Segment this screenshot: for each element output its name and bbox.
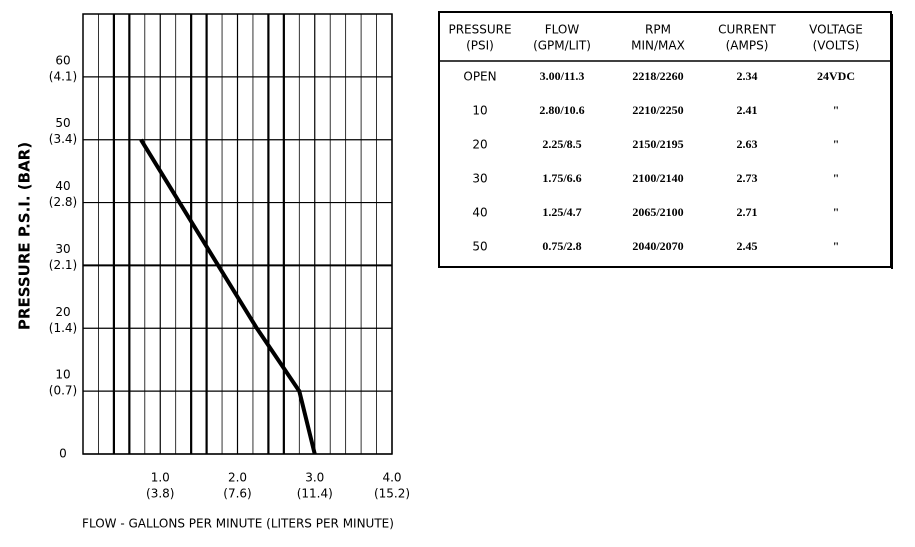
x-axis-title: FLOW - GALLONS PER MINUTE (LITERS PER MI… — [82, 517, 394, 531]
table-header: (VOLTS) — [813, 39, 860, 53]
y-tick-sublabel: (0.7) — [49, 384, 77, 398]
data-line — [139, 138, 317, 455]
y-tick-label: 40 — [55, 179, 70, 193]
table-header: (AMPS) — [726, 39, 769, 53]
table-cell: 10 — [472, 104, 487, 118]
table-cell: 2.73 — [737, 171, 758, 185]
x-tick-sublabel: (3.8) — [146, 487, 174, 501]
table-cell: " — [833, 205, 840, 219]
table-cell: 2040/2070 — [632, 239, 683, 253]
table-cell: " — [833, 137, 840, 151]
y-tick-label: 20 — [55, 305, 70, 319]
table-cell: " — [833, 239, 840, 253]
table-cell: OPEN — [463, 70, 496, 84]
table-header: MIN/MAX — [631, 39, 685, 53]
table-cell: 2.80/10.6 — [539, 103, 584, 117]
x-tick-label: 3.0 — [305, 471, 324, 485]
table-cell: 2065/2100 — [632, 205, 683, 219]
y-tick-label: 50 — [55, 116, 70, 130]
table-cell: 1.25/4.7 — [542, 205, 581, 219]
table-cell: 30 — [472, 172, 487, 186]
y-tick-label: 0 — [59, 447, 67, 461]
table-cell: 20 — [472, 138, 487, 152]
table-cell: 2100/2140 — [632, 171, 683, 185]
y-axis-title: PRESSURE P.S.I. (BAR) — [16, 142, 34, 330]
table-cell: 3.00/11.3 — [540, 69, 585, 83]
table-cell: 50 — [472, 240, 487, 254]
x-tick-sublabel: (15.2) — [374, 487, 410, 501]
y-tick-sublabel: (3.4) — [49, 132, 77, 146]
table-cell: 2.34 — [737, 69, 758, 83]
x-tick-label: 2.0 — [228, 471, 247, 485]
y-tick-sublabel: (2.8) — [49, 195, 77, 209]
table-header: RPM — [645, 23, 671, 37]
table-cell: 2.25/8.5 — [542, 137, 581, 151]
x-tick-label: 1.0 — [151, 471, 170, 485]
y-tick-label: 60 — [55, 53, 70, 67]
x-tick-sublabel: (11.4) — [297, 487, 333, 501]
table-cell: 2210/2250 — [632, 103, 683, 117]
table-header: FLOW — [545, 23, 580, 37]
y-tick-label: 10 — [55, 368, 70, 382]
y-tick-label: 30 — [55, 242, 70, 256]
y-tick-sublabel: (1.4) — [49, 321, 77, 335]
table-cell: 0.75/2.8 — [542, 239, 581, 253]
table-cell: 2.45 — [737, 239, 758, 253]
table-cell: 2.71 — [737, 205, 758, 219]
table-header: PRESSURE — [448, 23, 511, 37]
table-cell: 2.63 — [737, 137, 758, 151]
x-tick-label: 4.0 — [382, 471, 401, 485]
table-cell: 2150/2195 — [632, 137, 683, 151]
table-cell: 2.41 — [737, 103, 758, 117]
table-header: VOLTAGE — [809, 23, 863, 37]
table-cell: 24VDC — [817, 69, 855, 83]
plot-frame — [82, 13, 393, 455]
y-tick-sublabel: (2.1) — [49, 258, 77, 272]
table-header: CURRENT — [718, 23, 776, 37]
table-header: (PSI) — [466, 39, 494, 53]
table-header: (GPM/LIT) — [533, 39, 591, 53]
y-tick-sublabel: (4.1) — [49, 69, 77, 83]
table-cell: " — [833, 103, 840, 117]
table-cell: 40 — [472, 206, 487, 220]
x-tick-sublabel: (7.6) — [223, 487, 251, 501]
table-cell: 1.75/6.6 — [542, 171, 581, 185]
table-cell: 2218/2260 — [632, 69, 683, 83]
table-cell: " — [833, 171, 840, 185]
